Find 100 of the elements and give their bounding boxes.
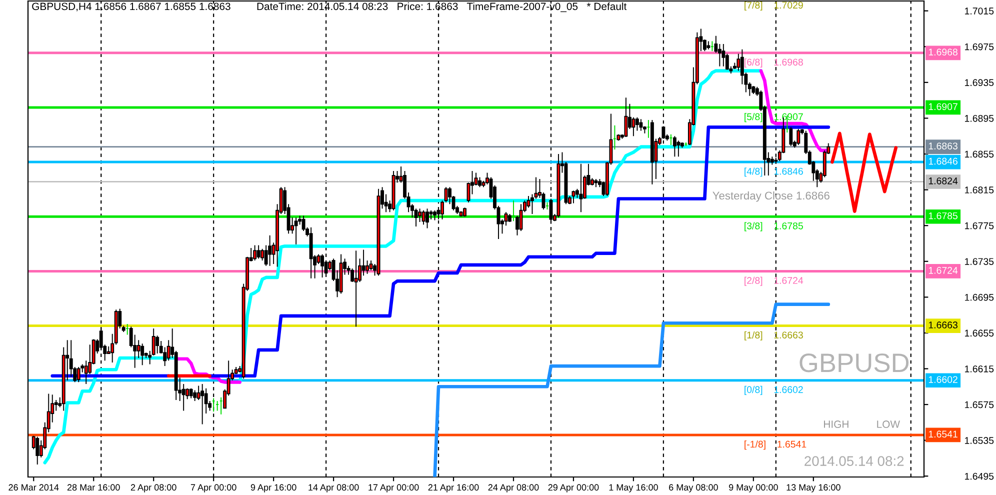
ref-line-label: 1.6541 [928, 430, 958, 438]
candlestick [189, 388, 193, 399]
candlestick [339, 254, 343, 294]
candlestick [433, 210, 436, 221]
annotation: [-1/8] 1.6541 [744, 440, 806, 450]
ref-line-label: 1.6724 [928, 266, 958, 274]
candlestick [219, 396, 223, 415]
candlestick [294, 217, 298, 245]
y-tick-label: 1.6655 [965, 330, 994, 337]
candlestick [796, 128, 800, 146]
x-tick-label: 21 Apr 16:00 [428, 484, 479, 492]
candlestick [76, 366, 80, 383]
ref-line-label: 1.6968 [928, 48, 958, 56]
y-tick-label: 1.6495 [965, 472, 994, 480]
y-tick-label: 1.6975 [965, 43, 994, 50]
annotation: [2/8] 1.6724 [744, 276, 804, 286]
candlestick [212, 398, 216, 412]
candlestick [789, 126, 793, 146]
candlestick [256, 244, 260, 260]
candlestick [646, 120, 650, 138]
candlestick [309, 226, 313, 279]
candlestick [676, 140, 680, 158]
x-tick-label: 7 Apr 00:00 [190, 484, 236, 492]
ref-line-label: 1.6602 [928, 376, 958, 383]
candlestick [426, 208, 429, 229]
candlestick [418, 208, 422, 222]
chart-title: GBPUSD,H4 1.6856 1.6867 1.6855 1.6863 [32, 2, 230, 12]
candlestick [508, 213, 512, 222]
y-tick-label: 1.6895 [965, 114, 994, 122]
ref-line-label: 1.6863 [928, 142, 958, 150]
ref-line-label: 1.6846 [928, 158, 958, 165]
candlestick [354, 250, 358, 328]
x-tick-label: 26 Mar 2014 [8, 484, 59, 491]
candlestick [463, 207, 466, 218]
x-tick-label: 6 May 08:00 [669, 484, 718, 492]
x-tick-label: 17 Apr 00:00 [368, 484, 419, 492]
y-tick-label: 1.6575 [965, 401, 994, 408]
y-tick-label: 1.6775 [965, 222, 994, 230]
candlestick [376, 188, 380, 276]
candlestick [200, 383, 204, 425]
candlestick [140, 343, 144, 366]
annotation: [7/8] 1.7029 [744, 1, 803, 11]
x-tick-label: 28 Mar 16:00 [67, 484, 120, 491]
ref-line-label: 1.6824 [928, 177, 958, 184]
candlestick [710, 40, 714, 52]
annotation: LOW [877, 420, 900, 428]
x-tick-label: 14 Apr 08:00 [308, 484, 359, 492]
candlestick [36, 436, 40, 465]
candlestick [706, 40, 710, 50]
candlestick [414, 208, 418, 227]
x-tick-label: 13 May 16:00 [786, 484, 840, 492]
candlestick [546, 202, 549, 210]
y-tick-label: 1.6735 [965, 258, 994, 265]
y-tick-label: 1.6815 [965, 186, 994, 194]
x-tick-label: 9 Apr 16:00 [250, 484, 296, 492]
candlestick [616, 134, 620, 142]
candlestick [392, 170, 396, 211]
candlestick [216, 400, 220, 412]
candlestick [572, 190, 576, 204]
candlestick [639, 118, 643, 132]
annotation: HIGH [824, 420, 848, 428]
annotation: Yesterday Close 1.6866 [712, 191, 830, 202]
annotation: [6/8] 1.6968 [744, 58, 803, 68]
x-tick-label: 1 May 16:00 [609, 484, 658, 492]
x-tick-label: 24 Apr 08:00 [488, 484, 539, 492]
candlestick [722, 43, 726, 67]
ref-line-label: 1.6663 [928, 322, 958, 328]
annotation: [3/8] 1.6785 [744, 222, 803, 232]
y-tick-label: 1.6695 [965, 294, 994, 301]
ref-line-label: 1.6785 [928, 212, 958, 220]
candlestick [612, 124, 616, 150]
x-tick-label: 9 May 00:00 [729, 484, 778, 492]
candlestick [519, 204, 523, 232]
annotation: 2014.05.14 08:2 [804, 456, 904, 466]
candlestick [579, 163, 583, 213]
candlestick [650, 120, 654, 185]
y-tick-label: 1.6535 [965, 437, 994, 444]
annotation: [4/8] 1.6846 [744, 168, 803, 177]
candlestick [422, 210, 426, 226]
candlestick [556, 154, 560, 218]
x-tick-label: 2 Apr 08:00 [130, 484, 176, 492]
y-tick-label: 1.6935 [965, 79, 994, 86]
candlestick [672, 136, 676, 158]
candlestick [193, 390, 197, 402]
line-series [830, 132, 898, 213]
y-tick-label: 1.6615 [965, 365, 994, 372]
annotation: [0/8] 1.6602 [744, 386, 803, 395]
candlestick [126, 324, 130, 336]
candlestick [669, 134, 673, 146]
candlestick [594, 178, 598, 188]
candlestick [624, 97, 628, 138]
candlestick [253, 244, 257, 261]
candlestick [752, 86, 756, 95]
chart-subtitle: DateTime: 2014.05.14 08:23 Price: 1.6863 TimeFrame-2007-v0_05 * Default [257, 2, 627, 12]
x-tick-label: 29 Apr 00:00 [548, 484, 599, 492]
y-tick-label: 1.6855 [965, 150, 994, 158]
candlestick [478, 176, 482, 188]
annotation: GBPUSD [800, 354, 909, 372]
candlestick [268, 234, 272, 266]
ref-line-label: 1.6907 [928, 103, 958, 110]
